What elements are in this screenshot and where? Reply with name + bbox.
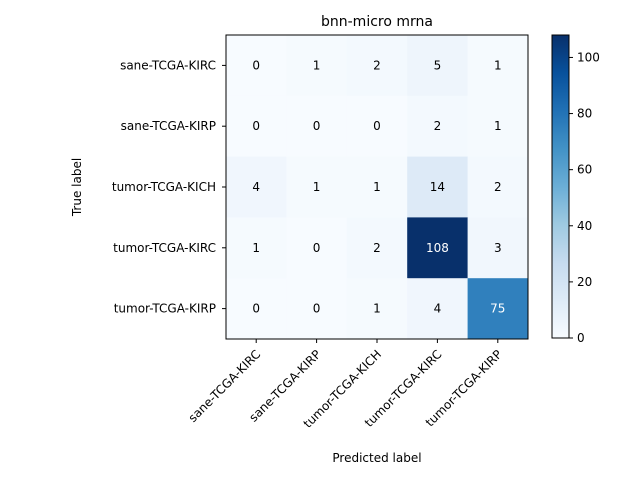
chart-title: bnn-micro mrna bbox=[321, 14, 433, 30]
heatmap-cell bbox=[346, 35, 408, 97]
y-axis-label: True label bbox=[70, 158, 84, 217]
cell-value-label: 1 bbox=[373, 302, 381, 316]
y-tick-label: tumor-TCGA-KIRC bbox=[113, 241, 216, 255]
colorbar-tick-label: 60 bbox=[577, 163, 592, 177]
colorbar bbox=[551, 34, 570, 339]
heatmap-cell bbox=[407, 95, 469, 158]
heatmap-cell bbox=[467, 95, 529, 158]
colorbar-tick-label: 0 bbox=[577, 331, 585, 345]
cell-value-label: 2 bbox=[373, 241, 381, 255]
cell-value-label: 1 bbox=[494, 58, 502, 72]
cell-value-label: 5 bbox=[434, 58, 442, 72]
heatmap-cell bbox=[286, 156, 348, 218]
heatmap-cell bbox=[407, 156, 469, 218]
heatmap-cell bbox=[226, 35, 287, 97]
x-axis-label: Predicted label bbox=[332, 451, 421, 465]
cell-value-label: 2 bbox=[373, 58, 381, 72]
heatmap-cell bbox=[467, 278, 529, 340]
cell-value-label: 4 bbox=[252, 180, 260, 194]
heatmap-cell bbox=[407, 278, 469, 340]
heatmap-cell bbox=[226, 217, 287, 279]
cell-value-label: 1 bbox=[313, 180, 321, 194]
y-tick-label: sane-TCGA-KIRP bbox=[121, 119, 216, 133]
heatmap-cell bbox=[226, 278, 287, 340]
heatmap-cell bbox=[226, 95, 287, 158]
heatmap-cell bbox=[286, 278, 348, 340]
colorbar-ticks: 0 20 40 60 80 100 bbox=[569, 50, 600, 345]
cell-value-label: 0 bbox=[252, 302, 260, 316]
y-tick-label: sane-TCGA-KIRC bbox=[120, 58, 216, 72]
heatmap-cell bbox=[407, 35, 469, 97]
cell-value-label: 0 bbox=[313, 119, 321, 133]
cell-value-label: 1 bbox=[252, 241, 260, 255]
colorbar-tick-label: 100 bbox=[577, 50, 600, 64]
heatmap-cell bbox=[226, 156, 287, 218]
cell-value-label: 1 bbox=[494, 119, 502, 133]
heatmap-cell bbox=[467, 35, 529, 97]
cell-value-label: 3 bbox=[494, 241, 502, 255]
cell-value-label: 108 bbox=[426, 241, 449, 255]
heatmap-cell bbox=[467, 217, 529, 279]
colorbar-tick-label: 40 bbox=[577, 219, 592, 233]
cell-value-label: 4 bbox=[434, 302, 442, 316]
cell-value-label: 0 bbox=[313, 241, 321, 255]
cell-value-label: 0 bbox=[373, 119, 381, 133]
heatmap-cell bbox=[286, 217, 348, 279]
colorbar-tick-label: 20 bbox=[577, 275, 592, 289]
cell-value-label: 0 bbox=[252, 58, 260, 72]
cell-value-label: 75 bbox=[490, 302, 505, 316]
heatmap-cell bbox=[286, 95, 348, 158]
y-tick-label: tumor-TCGA-KIRP bbox=[114, 302, 216, 316]
heatmap-cell bbox=[467, 156, 529, 218]
cell-value-label: 2 bbox=[494, 180, 502, 194]
heatmap-cell bbox=[346, 217, 408, 279]
cell-value-label: 0 bbox=[313, 302, 321, 316]
cell-value-label: 2 bbox=[434, 119, 442, 133]
cell-value-label: 1 bbox=[373, 180, 381, 194]
heatmap-cell bbox=[346, 278, 408, 340]
y-axis-ticks: sane-TCGA-KIRC sane-TCGA-KIRP tumor-TCGA-K… bbox=[112, 58, 226, 316]
cell-value-label: 14 bbox=[430, 180, 445, 194]
x-axis-ticks: sane-TCGA-KIRCsane-TCGA-KIRPtumor-TCGA-K… bbox=[186, 339, 505, 431]
heatmap-cells: 0 1 2 5 10 0 0 2 14 1 1 14 21 0 2 108 30 0 1 4 75 bbox=[226, 35, 529, 340]
heatmap-cell bbox=[346, 156, 408, 218]
heatmap-cell bbox=[407, 217, 469, 279]
cell-value-label: 1 bbox=[313, 58, 321, 72]
y-tick-label: tumor-TCGA-KICH bbox=[112, 180, 216, 194]
cell-value-label: 0 bbox=[252, 119, 260, 133]
heatmap-cell bbox=[346, 95, 408, 158]
heatmap-cell bbox=[286, 35, 348, 97]
colorbar-tick-label: 80 bbox=[577, 107, 592, 121]
